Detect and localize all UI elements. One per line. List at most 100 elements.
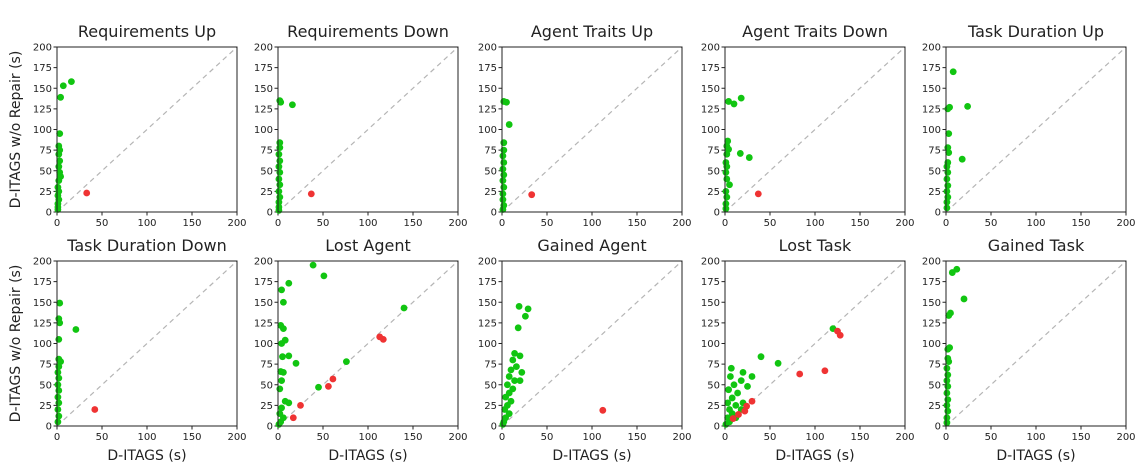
data-point-green	[943, 389, 951, 397]
data-point-red	[729, 415, 737, 422]
data-point-red	[796, 370, 804, 378]
data-point-green	[722, 169, 730, 176]
data-point-green	[500, 146, 508, 154]
data-point-green	[949, 68, 957, 76]
data-point-green	[732, 401, 740, 409]
x-tick-label: 200	[1116, 218, 1135, 229]
x-tick-label: 100	[805, 218, 824, 229]
data-point-green	[722, 187, 730, 195]
y-tick-label: 150	[254, 84, 273, 95]
data-point-green	[285, 399, 293, 407]
x-tick-label: 150	[850, 432, 869, 443]
data-point-green	[275, 163, 283, 171]
y-tick-label: 75	[928, 360, 941, 371]
x-tick-label: 200	[895, 218, 914, 229]
data-point-green	[518, 368, 526, 376]
subplot-title: Gained Agent	[537, 236, 646, 255]
data-point-green	[730, 381, 738, 389]
subplot-2: Agent Traits Up 0 50 100 150 200 0 25 50 75 100 125…	[478, 22, 692, 229]
diagonal-reference-line	[277, 260, 459, 427]
data-point-green	[943, 187, 951, 195]
data-point-green	[499, 420, 507, 428]
data-point-green	[726, 181, 733, 189]
y-tick-label: 25	[928, 401, 941, 412]
data-point-green	[737, 377, 745, 385]
data-point-green	[502, 393, 509, 401]
x-tick-label: 100	[358, 432, 377, 443]
data-point-green	[723, 150, 731, 158]
axes-frame	[724, 260, 906, 427]
x-tick-label: 50	[317, 218, 330, 229]
data-point-green	[499, 165, 507, 173]
data-point-green	[723, 163, 731, 171]
data-point-green	[55, 363, 63, 370]
data-point-green	[56, 130, 64, 138]
y-tick-label: 175	[33, 63, 52, 74]
data-point-red	[821, 367, 829, 375]
data-point-green	[943, 414, 951, 422]
y-tick-label: 100	[254, 125, 273, 136]
y-tick-label: 0	[935, 422, 941, 433]
y-tick-label: 100	[922, 125, 941, 136]
data-point-green	[292, 359, 300, 367]
y-tick-label: 75	[484, 146, 497, 157]
y-tick-label: 25	[484, 187, 497, 198]
y-tick-label: 175	[701, 63, 720, 74]
y-tick-label: 200	[701, 43, 720, 54]
y-tick-label: 0	[491, 422, 497, 433]
data-point-green	[730, 100, 738, 108]
y-tick-label: 75	[260, 360, 273, 371]
y-tick-label: 50	[928, 166, 941, 177]
y-tick-label: 75	[39, 360, 52, 371]
x-tick-label: 50	[764, 218, 777, 229]
data-point-green	[943, 377, 951, 385]
y-tick-label: 125	[922, 104, 941, 115]
y-tick-label: 175	[478, 277, 497, 288]
data-point-green	[278, 404, 285, 412]
data-point-green	[724, 399, 732, 407]
x-tick-label: 0	[722, 432, 728, 443]
data-point-green	[736, 150, 744, 157]
axes-frame	[277, 260, 459, 427]
data-point-green	[723, 193, 731, 201]
data-point-red	[836, 331, 844, 339]
data-point-green	[57, 93, 64, 101]
x-tick-label: 50	[985, 432, 998, 443]
data-point-green	[944, 182, 952, 190]
diagonal-reference-line	[724, 46, 906, 213]
y-tick-label: 200	[254, 257, 273, 268]
data-point-green	[504, 381, 511, 389]
data-point-green	[499, 206, 507, 213]
data-point-green	[948, 269, 956, 276]
data-point-green	[55, 387, 63, 394]
data-point-green	[943, 419, 951, 427]
data-point-green	[944, 407, 952, 415]
y-tick-label: 75	[484, 360, 497, 371]
diagonal-reference-line	[501, 46, 683, 213]
diagonal-reference-line	[277, 46, 459, 213]
y-tick-label: 175	[701, 277, 720, 288]
axes-frame	[56, 260, 238, 427]
data-point-green	[748, 373, 756, 380]
data-point-green	[278, 286, 285, 294]
y-tick-label: 0	[714, 422, 720, 433]
data-point-green	[943, 364, 951, 372]
x-axis-label: D-ITAGS (s)	[328, 448, 407, 464]
data-point-red	[83, 189, 91, 197]
data-point-green	[511, 350, 518, 357]
y-tick-label: 100	[33, 339, 52, 350]
x-axis-label: D-ITAGS (s)	[552, 448, 631, 464]
y-axis-label: D-ITAGS w/o Repair (s)	[8, 265, 24, 423]
data-point-green	[501, 406, 509, 413]
x-tick-label: 50	[985, 218, 998, 229]
x-tick-label: 150	[403, 432, 422, 443]
x-tick-label: 100	[1026, 218, 1045, 229]
data-point-green	[276, 144, 284, 152]
data-point-green	[727, 373, 734, 380]
y-tick-label: 175	[922, 277, 941, 288]
y-tick-label: 150	[33, 298, 52, 309]
y-tick-label: 125	[33, 318, 52, 329]
data-point-green	[54, 206, 62, 213]
y-axis-label: D-ITAGS w/o Repair (s)	[8, 51, 24, 209]
data-point-red	[91, 406, 99, 413]
